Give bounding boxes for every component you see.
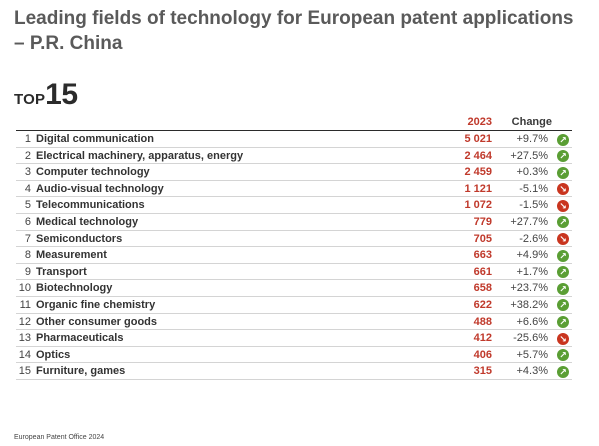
arrow-down-icon: ↘ — [557, 199, 569, 212]
row-value: 663 — [473, 249, 492, 262]
table-row: 11 Organic fine chemistry 622 +38.2% ↗ — [16, 297, 572, 314]
row-change: +4.9% — [516, 249, 549, 262]
arrow-up-icon: ↗ — [557, 349, 569, 362]
row-field: Computer technology — [36, 166, 150, 179]
table-row: 1 Digital communication 5 021 +9.7% ↗ — [16, 131, 572, 148]
row-field: Other consumer goods — [36, 315, 158, 328]
table-row: 12 Other consumer goods 488 +6.6% ↗ — [16, 314, 572, 331]
row-field: Transport — [36, 265, 87, 278]
row-field: Digital communication — [36, 133, 154, 145]
column-header-change: Change — [511, 116, 552, 128]
table-row: 10 Biotechnology 658 +23.7% ↗ — [16, 280, 572, 297]
table-row: 6 Medical technology 779 +27.7% ↗ — [16, 214, 572, 231]
row-field: Audio-visual technology — [36, 182, 164, 195]
row-value: 658 — [473, 282, 492, 295]
row-field: Semiconductors — [36, 232, 123, 245]
arrow-down-icon: ↘ — [557, 183, 569, 196]
arrow-down-icon: ↘ — [557, 233, 569, 246]
arrow-up-icon: ↗ — [557, 166, 569, 179]
top-label: TOP15 — [14, 80, 78, 110]
arrow-up-icon: ↗ — [557, 133, 569, 146]
row-rank: 2 — [24, 149, 31, 162]
row-change: +38.2% — [510, 298, 548, 311]
row-change: -1.5% — [519, 199, 548, 212]
table-row: 2 Electrical machinery, apparatus, energy… — [16, 148, 572, 165]
arrow-up-icon: ↗ — [557, 216, 569, 229]
row-change: +23.7% — [510, 282, 548, 295]
row-value: 705 — [473, 232, 492, 245]
table-row: 8 Measurement 663 +4.9% ↗ — [16, 247, 572, 264]
row-rank: 12 — [18, 315, 31, 328]
row-value: 406 — [473, 348, 492, 361]
row-value: 2 459 — [464, 166, 492, 179]
ranking-table: 1 Digital communication 5 021 +9.7% ↗ 2 Electr… — [16, 130, 572, 380]
row-field: Biotechnology — [36, 282, 113, 295]
row-field: Organic fine chemistry — [36, 298, 156, 311]
row-value: 315 — [473, 365, 492, 378]
row-field: Measurement — [36, 249, 107, 262]
row-field: Telecommunications — [36, 199, 145, 212]
row-change: +1.7% — [516, 265, 549, 278]
row-rank: 3 — [24, 166, 31, 179]
row-field: Medical technology — [36, 215, 139, 228]
table-row: 9 Transport 661 +1.7% ↗ — [16, 264, 572, 281]
table-row: 3 Computer technology 2 459 +0.3% ↗ — [16, 164, 572, 181]
row-value: 661 — [473, 265, 492, 278]
row-rank: 11 — [19, 298, 31, 311]
row-rank: 7 — [24, 232, 31, 245]
row-rank: 13 — [18, 332, 31, 345]
row-field: Electrical machinery, apparatus, energy — [36, 149, 244, 162]
row-field: Furniture, games — [36, 365, 126, 378]
row-value: 5 021 — [464, 133, 492, 145]
top-number: 15 — [45, 78, 78, 111]
arrow-up-icon: ↗ — [557, 282, 569, 295]
arrow-down-icon: ↘ — [557, 332, 569, 345]
table-row: 15 Furniture, games 315 +4.3% ↗ — [16, 363, 572, 380]
footer-source: European Patent Office 2024 — [14, 434, 105, 441]
table-row: 14 Optics 406 +5.7% ↗ — [16, 347, 572, 364]
table-row: 5 Telecommunications 1 072 -1.5% ↘ — [16, 197, 572, 214]
row-change: -2.6% — [519, 232, 548, 245]
row-value: 779 — [473, 215, 492, 228]
row-change: +27.7% — [510, 215, 548, 228]
row-change: +5.7% — [516, 348, 549, 361]
arrow-up-icon: ↗ — [557, 150, 569, 163]
row-value: 412 — [473, 332, 492, 345]
row-value: 488 — [473, 315, 492, 328]
row-change: +9.7% — [516, 133, 549, 145]
arrow-up-icon: ↗ — [557, 365, 569, 378]
table-row: 4 Audio-visual technology 1 121 -5.1% ↘ — [16, 181, 572, 198]
row-value: 1 121 — [464, 182, 492, 195]
row-field: Optics — [36, 348, 71, 361]
row-change: +6.6% — [516, 315, 549, 328]
row-change: -5.1% — [519, 182, 548, 195]
row-rank: 15 — [18, 365, 31, 378]
top-word: TOP — [14, 91, 46, 108]
arrow-up-icon: ↗ — [557, 249, 569, 262]
row-change: +0.3% — [516, 166, 549, 179]
row-rank: 4 — [24, 182, 31, 195]
row-rank: 14 — [18, 348, 31, 361]
row-rank: 10 — [18, 282, 31, 295]
row-rank: 9 — [24, 265, 31, 278]
row-change: -25.6% — [513, 332, 548, 345]
row-value: 1 072 — [464, 199, 492, 212]
column-header-year: 2023 — [467, 116, 492, 128]
row-rank: 5 — [24, 199, 31, 212]
table-row: 7 Semiconductors 705 -2.6% ↘ — [16, 231, 572, 248]
row-change: +27.5% — [510, 149, 548, 162]
table-row: 13 Pharmaceuticals 412 -25.6% ↘ — [16, 330, 572, 347]
row-value: 622 — [473, 298, 492, 311]
row-rank: 1 — [24, 133, 31, 145]
row-field: Pharmaceuticals — [36, 332, 124, 345]
arrow-up-icon: ↗ — [557, 316, 569, 329]
arrow-up-icon: ↗ — [557, 266, 569, 279]
row-rank: 8 — [24, 249, 31, 262]
row-change: +4.3% — [516, 365, 549, 378]
arrow-up-icon: ↗ — [557, 299, 569, 312]
row-value: 2 464 — [464, 149, 492, 162]
chart-title: Leading fields of technology for Europea… — [14, 8, 574, 54]
row-rank: 6 — [24, 215, 31, 228]
